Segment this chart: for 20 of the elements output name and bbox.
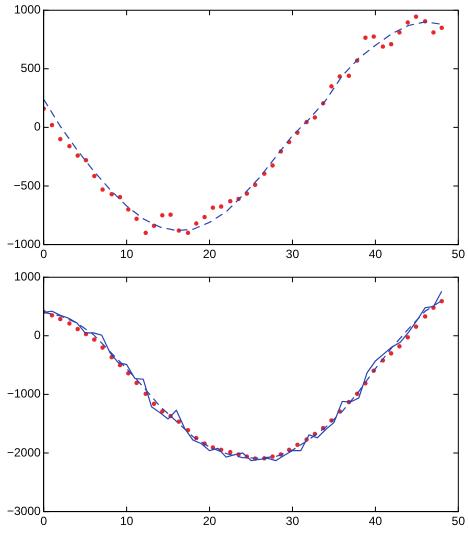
y-tick-label: 0 [34,328,42,342]
y-tick-label: −2000 [7,445,42,460]
y-tick-label: 1000 [14,270,42,284]
x-tick-label: 20 [202,247,217,262]
x-tick-label: 10 [120,247,134,262]
y-tick-label: 1000 [14,2,42,17]
x-tick-label: 40 [368,514,382,528]
y-tick-label: 0 [34,120,42,134]
x-tick-label: 30 [286,247,300,262]
y-tick-label: 500 [20,61,42,76]
y-tick-label: −3000 [7,504,42,518]
x-tick-label: 20 [202,514,217,528]
y-tick-label: −1000 [7,386,42,401]
y-tick-label: −1000 [7,236,42,251]
x-tick-label: 40 [368,247,382,262]
x-tick-label: 30 [286,514,300,528]
x-tick-label: 50 [452,247,466,262]
x-tick-label: 10 [120,514,134,528]
x-tick-label: 50 [452,514,466,528]
y-tick-label: −500 [14,178,42,192]
